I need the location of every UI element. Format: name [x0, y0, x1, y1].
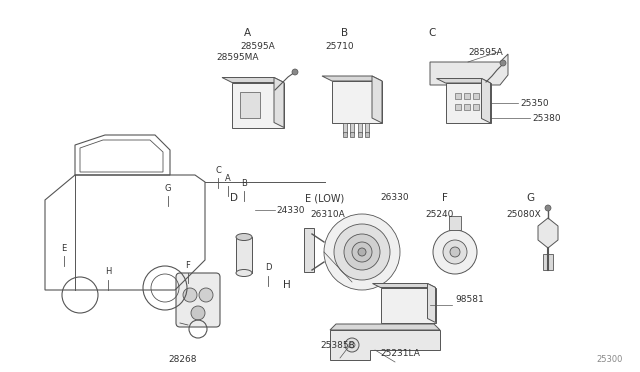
Bar — [464, 93, 470, 99]
Polygon shape — [322, 76, 382, 81]
Ellipse shape — [236, 269, 252, 276]
Text: C: C — [215, 166, 221, 174]
Text: F: F — [442, 193, 448, 203]
Text: 25080X: 25080X — [507, 210, 541, 219]
Bar — [304, 228, 314, 272]
Polygon shape — [428, 283, 435, 323]
Text: A: A — [225, 173, 231, 183]
Polygon shape — [372, 283, 435, 288]
Text: 28595MA: 28595MA — [217, 53, 259, 62]
Text: 28595A: 28595A — [468, 48, 503, 57]
Text: B: B — [241, 179, 247, 187]
Text: F: F — [186, 260, 191, 269]
Bar — [455, 93, 461, 99]
Circle shape — [358, 248, 366, 256]
Text: 98581: 98581 — [455, 295, 484, 305]
Circle shape — [345, 338, 359, 352]
Text: 24330: 24330 — [276, 205, 305, 215]
Text: C: C — [428, 28, 436, 38]
Circle shape — [199, 288, 213, 302]
Bar — [455, 104, 461, 110]
Ellipse shape — [236, 234, 252, 241]
Text: A: A — [243, 28, 251, 38]
Bar — [350, 132, 354, 137]
FancyBboxPatch shape — [176, 273, 220, 327]
Text: E (LOW): E (LOW) — [305, 193, 344, 203]
Text: 25380: 25380 — [532, 113, 561, 122]
Polygon shape — [372, 76, 382, 123]
Text: 25231LA: 25231LA — [380, 349, 420, 357]
Polygon shape — [436, 78, 490, 83]
Text: H: H — [283, 280, 291, 290]
Text: 25240: 25240 — [426, 210, 454, 219]
Text: B: B — [341, 28, 349, 38]
Polygon shape — [538, 218, 558, 248]
Polygon shape — [274, 77, 284, 128]
Bar — [473, 104, 479, 110]
Polygon shape — [222, 77, 284, 83]
Bar — [358, 132, 362, 137]
Text: 25385B: 25385B — [320, 340, 355, 350]
Text: 25710: 25710 — [326, 42, 355, 51]
Bar — [240, 92, 260, 118]
Polygon shape — [445, 83, 490, 123]
Bar — [365, 132, 369, 137]
Bar — [236, 237, 252, 273]
Text: 26330: 26330 — [380, 193, 408, 202]
Polygon shape — [381, 288, 435, 323]
Text: 25300: 25300 — [597, 356, 623, 365]
Text: 26310A: 26310A — [310, 210, 345, 219]
Bar — [543, 254, 553, 270]
Bar — [358, 123, 362, 133]
Bar — [343, 123, 347, 133]
Polygon shape — [330, 330, 440, 360]
Bar — [449, 216, 461, 230]
Text: D: D — [265, 263, 271, 273]
Text: G: G — [164, 183, 172, 192]
Circle shape — [183, 288, 197, 302]
Text: 25350: 25350 — [520, 99, 548, 108]
Bar — [464, 104, 470, 110]
Polygon shape — [481, 78, 490, 123]
Text: 28595A: 28595A — [241, 42, 275, 51]
Circle shape — [500, 60, 506, 66]
Circle shape — [443, 240, 467, 264]
Circle shape — [334, 224, 390, 280]
Bar — [350, 123, 354, 133]
Circle shape — [324, 214, 400, 290]
Polygon shape — [430, 54, 508, 85]
Text: G: G — [526, 193, 534, 203]
Polygon shape — [332, 81, 382, 123]
Text: D: D — [230, 193, 238, 203]
Circle shape — [352, 242, 372, 262]
Bar — [473, 93, 479, 99]
Text: H: H — [105, 267, 111, 276]
Circle shape — [344, 234, 380, 270]
Bar — [365, 123, 369, 133]
Circle shape — [545, 205, 551, 211]
Circle shape — [349, 342, 355, 348]
Bar — [343, 132, 347, 137]
Circle shape — [292, 69, 298, 75]
Circle shape — [433, 230, 477, 274]
Polygon shape — [330, 324, 440, 330]
Circle shape — [191, 306, 205, 320]
Text: 28268: 28268 — [169, 355, 197, 364]
Polygon shape — [232, 83, 284, 128]
Text: E: E — [61, 244, 67, 253]
Circle shape — [450, 247, 460, 257]
